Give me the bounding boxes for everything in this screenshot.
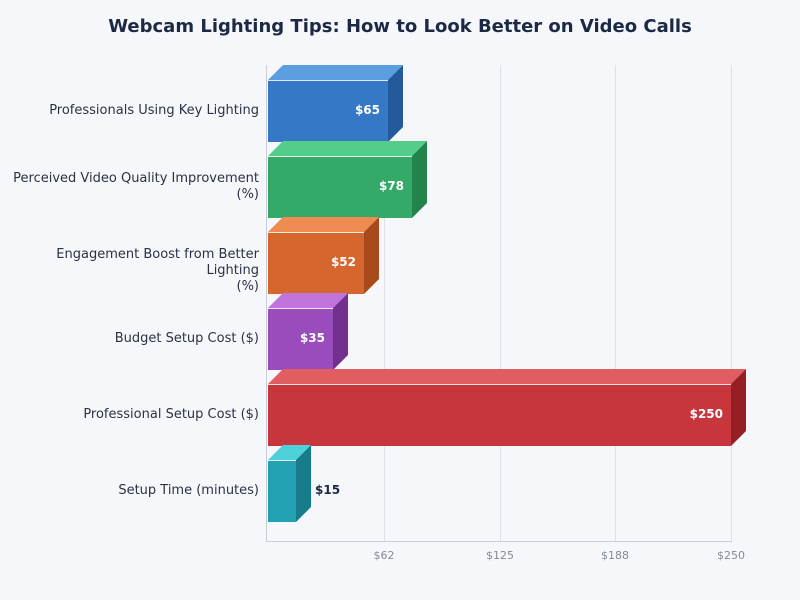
y-category-label: Professional Setup Cost ($)	[83, 407, 259, 423]
y-category-label: Perceived Video Quality Improvement (%)	[13, 171, 259, 203]
x-tick-label: $125	[486, 549, 514, 562]
bar-front-face	[268, 156, 412, 218]
bar-side-face	[731, 369, 746, 446]
bar-side-face	[388, 65, 403, 142]
y-axis-line	[266, 65, 267, 541]
bar[interactable]: $35	[268, 293, 348, 370]
bar-front-face	[268, 308, 333, 370]
y-category-label: Engagement Boost from Better Lighting (%)	[0, 247, 259, 295]
bar-value-label: $35	[299, 331, 325, 345]
x-axis-line	[266, 541, 732, 542]
bar-front-face	[268, 460, 296, 522]
bar-value-label: $52	[330, 255, 356, 269]
bar-front-face	[268, 80, 388, 142]
category-label-line: Engagement Boost from Better Lighting	[56, 247, 259, 278]
gridline	[384, 65, 385, 541]
bar-side-face	[333, 293, 348, 370]
y-category-label: Professionals Using Key Lighting	[49, 103, 259, 119]
category-label-line: (%)	[236, 187, 260, 202]
category-label-line: Setup Time (minutes)	[118, 483, 259, 498]
gridline	[731, 65, 732, 541]
category-label-line: Perceived Video Quality Improvement	[13, 171, 259, 186]
category-label-line: Professional Setup Cost ($)	[83, 407, 259, 422]
bar-top-face	[268, 65, 403, 80]
bar-value-label: $78	[378, 179, 404, 193]
bar-front-face	[268, 232, 364, 294]
gridline	[615, 65, 616, 541]
x-tick-label: $250	[717, 549, 745, 562]
x-tick-label: $188	[601, 549, 629, 562]
bar-front-face	[268, 384, 731, 446]
bar[interactable]: $78	[268, 141, 427, 218]
bar-value-label: $250	[689, 407, 723, 421]
bar-value-label: $65	[354, 103, 380, 117]
y-category-label: Setup Time (minutes)	[118, 483, 259, 499]
category-label-line: Budget Setup Cost ($)	[114, 331, 259, 346]
bar-side-face	[296, 445, 311, 522]
category-label-line: Professionals Using Key Lighting	[49, 103, 259, 118]
chart-title: Webcam Lighting Tips: How to Look Better…	[108, 16, 692, 37]
bar-top-face	[268, 217, 379, 232]
bar-side-face	[364, 217, 379, 294]
category-label-line: (%)	[236, 279, 260, 294]
bar-top-face	[268, 293, 348, 308]
bar-value-label: $15	[315, 483, 341, 497]
bar-top-face	[268, 141, 427, 156]
bar-side-face	[412, 141, 427, 218]
bar[interactable]: $52	[268, 217, 379, 294]
bar[interactable]: $15	[268, 445, 340, 522]
bar[interactable]: $250	[268, 369, 746, 446]
y-category-label: Budget Setup Cost ($)	[115, 331, 259, 347]
bar[interactable]: $65	[268, 65, 403, 142]
gridline	[500, 65, 501, 541]
bar-top-face	[268, 369, 746, 384]
x-tick-label: $62	[373, 549, 395, 562]
